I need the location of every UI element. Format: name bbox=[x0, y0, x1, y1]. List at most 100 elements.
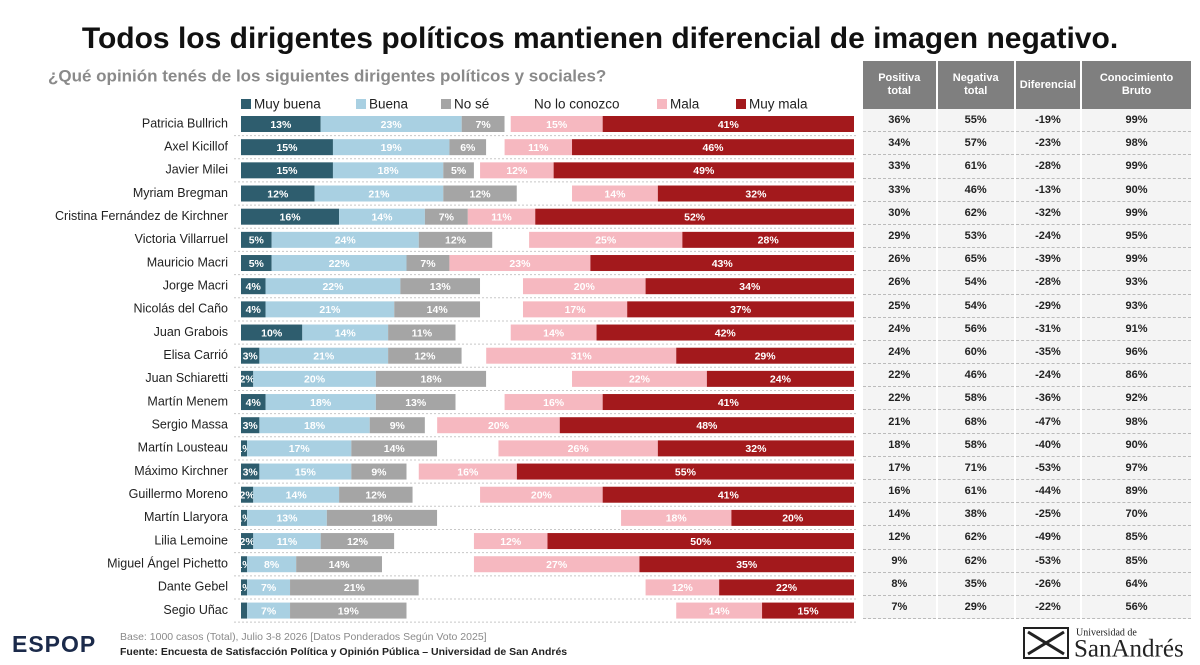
table-cell: -32% bbox=[1013, 201, 1082, 225]
value-label: 52% bbox=[684, 211, 706, 223]
bar-segment bbox=[241, 347, 260, 364]
table-cell: 85% bbox=[1080, 549, 1191, 573]
table-cell: 38% bbox=[935, 502, 1015, 527]
value-label: 2% bbox=[240, 536, 256, 548]
value-label: 22% bbox=[329, 258, 351, 270]
table-cell: -25% bbox=[1013, 502, 1082, 527]
bar-segment bbox=[259, 417, 370, 434]
bar-segment bbox=[375, 394, 456, 411]
bar-segment bbox=[241, 231, 272, 248]
table-row: 33% 61% -28% 99% bbox=[861, 154, 1191, 179]
value-label: 14% bbox=[384, 443, 406, 455]
bar-segment bbox=[437, 417, 560, 434]
value-label: 4% bbox=[246, 397, 262, 409]
value-label: 18% bbox=[421, 374, 443, 386]
bar-segment bbox=[271, 255, 407, 272]
bar-segment bbox=[320, 116, 462, 132]
bar-segment bbox=[522, 301, 628, 318]
bar-segment bbox=[486, 139, 505, 156]
table-cell: 29% bbox=[861, 224, 937, 249]
table-cell: 17% bbox=[861, 456, 937, 481]
table-cell: 24% bbox=[861, 317, 937, 341]
bar-segment bbox=[265, 394, 376, 411]
bar-segment bbox=[418, 231, 493, 248]
bar-segment bbox=[418, 463, 517, 480]
bar-segment bbox=[596, 324, 854, 341]
bar-segment bbox=[706, 370, 854, 387]
table-row: 36% 55% -19% 99% bbox=[861, 109, 1191, 133]
table-row: 12% 62% -49% 85% bbox=[861, 525, 1191, 550]
value-label: 21% bbox=[368, 188, 390, 200]
bar-segment bbox=[394, 301, 481, 318]
bar-segment bbox=[400, 278, 481, 295]
table-cell: 71% bbox=[935, 456, 1015, 481]
table-row: 24% 60% -35% 96% bbox=[861, 340, 1191, 365]
table-row: 16% 61% -44% 89% bbox=[861, 479, 1191, 504]
bar-segment bbox=[253, 486, 340, 503]
bar-segment bbox=[265, 301, 395, 318]
value-label: 20% bbox=[488, 420, 510, 432]
category-label: Myriam Bregman bbox=[133, 186, 228, 200]
table-cell: 85% bbox=[1080, 525, 1191, 550]
table-row: 22% 58% -36% 92% bbox=[861, 386, 1191, 411]
bar-segment bbox=[467, 208, 536, 225]
value-label: 14% bbox=[286, 490, 308, 502]
value-label: 19% bbox=[338, 605, 360, 617]
table-cell: 99% bbox=[1080, 154, 1191, 179]
legend-label: No lo conozco bbox=[534, 97, 620, 112]
legend-label: Buena bbox=[369, 97, 409, 112]
university-top: Universidad de bbox=[1076, 627, 1137, 638]
value-label: 12% bbox=[672, 582, 694, 594]
table-row: 8% 35% -26% 64% bbox=[861, 572, 1191, 596]
value-label: 15% bbox=[798, 605, 820, 617]
table-cell: -31% bbox=[1013, 317, 1082, 341]
value-label: 12% bbox=[500, 536, 522, 548]
table-cell: 36% bbox=[861, 109, 937, 133]
bar-segment bbox=[516, 463, 854, 480]
value-label: 5% bbox=[249, 235, 265, 247]
value-label: 6% bbox=[460, 142, 476, 154]
bar-segment bbox=[388, 324, 456, 341]
value-label: 13% bbox=[270, 119, 292, 131]
bar-segment bbox=[241, 556, 248, 573]
value-label: 11% bbox=[491, 211, 512, 223]
table-cell: -22% bbox=[1013, 595, 1082, 620]
table-row: 33% 46% -13% 90% bbox=[861, 178, 1191, 202]
value-label: 7% bbox=[420, 258, 436, 270]
table-cell: 70% bbox=[1080, 502, 1191, 527]
footer-source: Fuente: Encuesta de Satisfacción Polític… bbox=[120, 646, 567, 658]
value-label: 16% bbox=[543, 397, 565, 409]
value-label: 41% bbox=[718, 490, 740, 502]
table-header-cell: Diferencial bbox=[1013, 61, 1082, 109]
bar-segment bbox=[529, 231, 683, 248]
bar-segment bbox=[241, 116, 321, 132]
value-label: 37% bbox=[730, 304, 752, 316]
bar-segment bbox=[247, 509, 327, 526]
value-label: 3% bbox=[243, 350, 259, 362]
table-cell: 58% bbox=[935, 433, 1015, 457]
bar-segment bbox=[437, 440, 499, 457]
bar-segment bbox=[645, 579, 720, 596]
value-label: 5% bbox=[249, 258, 265, 270]
bar-segment bbox=[492, 231, 530, 248]
bar-segment bbox=[241, 533, 254, 550]
table-cell: 61% bbox=[935, 154, 1015, 179]
table-cell: 16% bbox=[861, 479, 937, 504]
value-label: 42% bbox=[715, 327, 737, 339]
category-label: Máximo Kirchner bbox=[134, 464, 228, 478]
table-row: 9% 62% -53% 85% bbox=[861, 549, 1191, 573]
bar-segment bbox=[473, 533, 548, 550]
value-label: 22% bbox=[322, 281, 344, 293]
chart-subtitle: ¿Qué opinión tenés de los siguientes dir… bbox=[48, 66, 606, 85]
bar-segment bbox=[437, 509, 622, 526]
table-row: 7% 29% -22% 56% bbox=[861, 595, 1191, 620]
bar-segment bbox=[504, 139, 573, 156]
table-cell: -28% bbox=[1013, 154, 1082, 179]
value-label: 3% bbox=[243, 466, 259, 478]
table-cell: 9% bbox=[861, 549, 937, 573]
category-label: Jorge Macri bbox=[163, 278, 228, 292]
bar-segment bbox=[265, 278, 401, 295]
bar-segment bbox=[424, 208, 468, 225]
table-cell: 26% bbox=[861, 270, 937, 295]
bar-segment bbox=[388, 347, 462, 364]
